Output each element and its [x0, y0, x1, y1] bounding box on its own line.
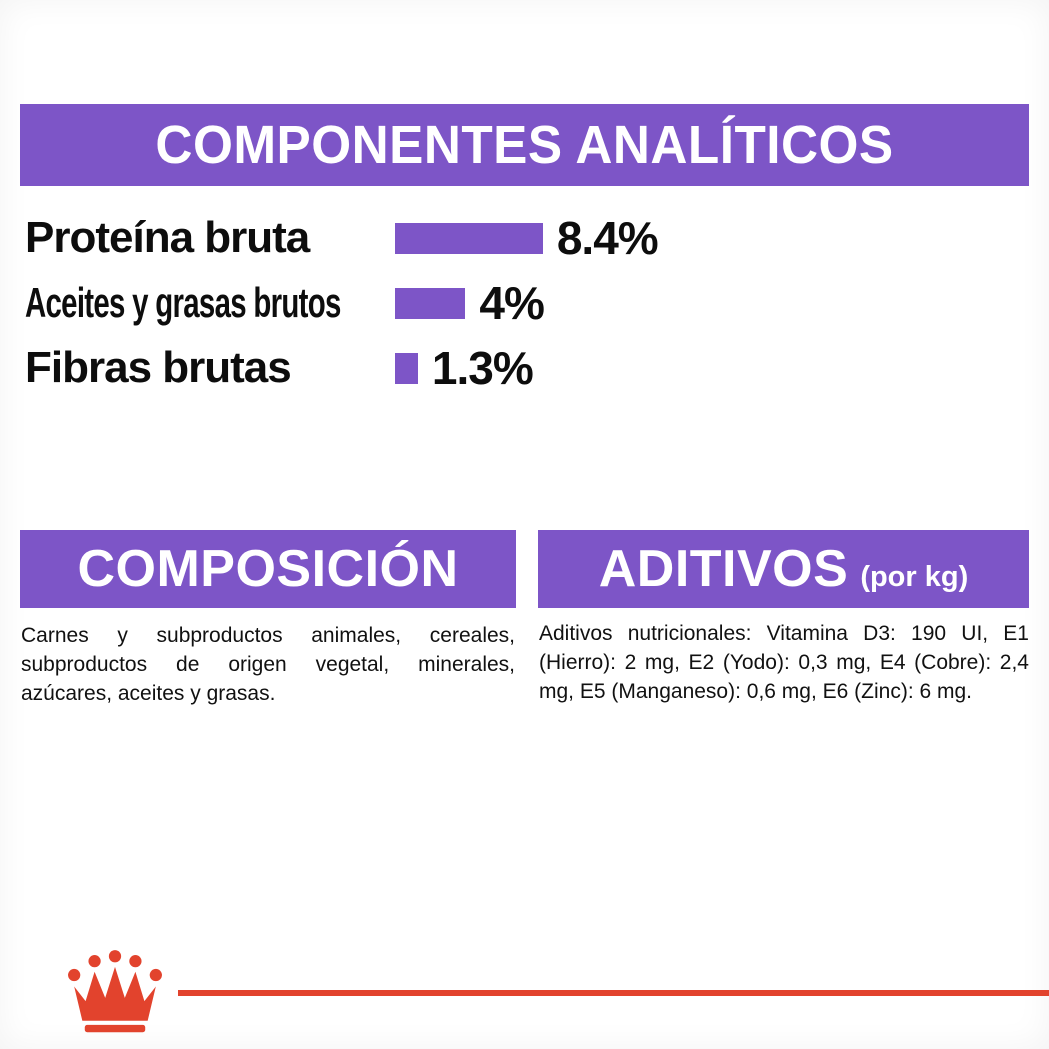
chart-row-value: 8.4%: [556, 212, 659, 264]
additives-subtitle: (por kg): [860, 561, 969, 593]
composition-title: COMPOSICIÓN: [77, 540, 459, 598]
composition-body: Carnes y subproductos animales, cereales…: [21, 624, 515, 705]
analytical-chart: Proteína bruta 8.4% Aceites y grasas bru…: [25, 212, 1025, 408]
chart-row-value: 1.3%: [431, 342, 534, 394]
chart-bar: [395, 222, 543, 254]
chart-row-value: 4%: [479, 277, 544, 329]
analytical-banner: COMPONENTES ANALÍTICOS: [20, 104, 1029, 186]
royal-canin-crown-icon: [66, 950, 164, 1036]
chart-row-label: Aceites y grasas brutos: [25, 279, 341, 326]
additives-title: ADITIVOS: [598, 540, 849, 598]
additives-body: Aditivos nutricionales: Vitamina D3: 190…: [539, 622, 1029, 703]
chart-row-label: Proteína bruta: [25, 213, 310, 262]
chart-bar: [395, 287, 466, 319]
chart-row-fats: Aceites y grasas brutos 4%: [25, 277, 1025, 329]
additives-title-group: ADITIVOS (por kg): [599, 539, 969, 599]
chart-row-protein: Proteína bruta 8.4%: [25, 212, 1025, 264]
analytical-title: COMPONENTES ANALÍTICOS: [155, 115, 894, 175]
chart-row-label: Fibras brutas: [25, 343, 292, 392]
footer-divider-line: [178, 990, 1049, 996]
chart-row-fibre: Fibras brutas 1.3%: [25, 342, 1025, 394]
chart-bar: [395, 352, 418, 384]
additives-banner: ADITIVOS (por kg): [538, 530, 1029, 608]
composition-banner: COMPOSICIÓN: [20, 530, 516, 608]
